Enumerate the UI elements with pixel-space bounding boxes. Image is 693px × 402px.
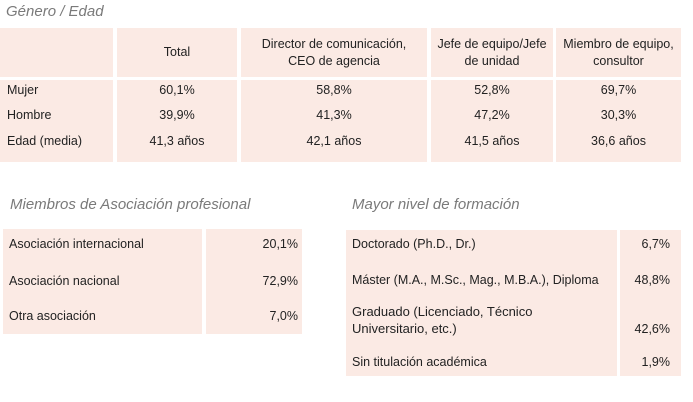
association-title: Miembros de Asociación profesional	[10, 196, 251, 213]
header-total	[117, 28, 237, 77]
cell-value: 69,7%	[600, 83, 637, 97]
cell-value: 42,1 años	[306, 134, 362, 148]
cell-value: 41,3 años	[149, 134, 205, 148]
body-miembro-cell	[556, 80, 681, 162]
cell-value: 36,6 años	[591, 134, 646, 148]
body-director-cell	[241, 80, 427, 162]
cell-value: 42,6%	[634, 322, 670, 336]
cell-value: 6,7%	[641, 237, 671, 251]
cell-value: 48,8%	[634, 273, 670, 287]
row-label: Otra asociación	[9, 309, 96, 323]
body-jefe-cell	[431, 80, 553, 162]
header-empty-cell	[0, 28, 113, 77]
cell-value: 41,3%	[316, 108, 352, 122]
education-label-cell	[346, 230, 617, 376]
cell-value: 60,1%	[159, 83, 195, 97]
column-header: Jefe de equipo/Jefe de unidad	[437, 37, 547, 68]
education-value-cell	[620, 230, 681, 376]
cell-value: 20,1%	[262, 237, 298, 251]
row-label: Edad (media)	[7, 134, 83, 148]
column-header: Director de comunicación, CEO de agencia	[261, 37, 407, 68]
body-label-cell	[0, 80, 113, 162]
column-header: Miembro de equipo, consultor	[563, 37, 674, 68]
cell-value: 30,3%	[600, 108, 637, 122]
row-label: Asociación nacional	[9, 274, 120, 288]
row-label: Hombre	[7, 108, 52, 122]
row-label: Graduado (Licenciado, Técnico Universita…	[352, 304, 533, 336]
cell-value: 47,2%	[474, 108, 510, 122]
cell-value: 72,9%	[262, 274, 298, 288]
row-label: Máster (M.A., M.Sc., Mag., M.B.A.), Dipl…	[352, 273, 599, 287]
cell-value: 39,9%	[159, 108, 195, 122]
cell-value: 1,9%	[641, 355, 671, 369]
row-label: Doctorado (Ph.D., Dr.)	[352, 237, 476, 251]
cell-value: 7,0%	[269, 309, 299, 323]
header-jefe	[431, 28, 553, 77]
association-label-cell	[3, 229, 202, 334]
column-header: Total	[163, 45, 191, 59]
row-label: Mujer	[7, 83, 39, 97]
header-director	[241, 28, 427, 77]
body-total-cell	[117, 80, 237, 162]
cell-value: 58,8%	[316, 83, 352, 97]
gender-age-title: Género / Edad	[6, 3, 104, 20]
row-label: Asociación internacional	[9, 237, 144, 251]
row-label: Sin titulación académica	[352, 355, 487, 369]
cell-value: 41,5 años	[464, 134, 520, 148]
cell-value: 52,8%	[474, 83, 510, 97]
education-title: Mayor nivel de formación	[352, 196, 520, 213]
header-miembro	[556, 28, 681, 77]
association-value-cell	[206, 229, 302, 334]
